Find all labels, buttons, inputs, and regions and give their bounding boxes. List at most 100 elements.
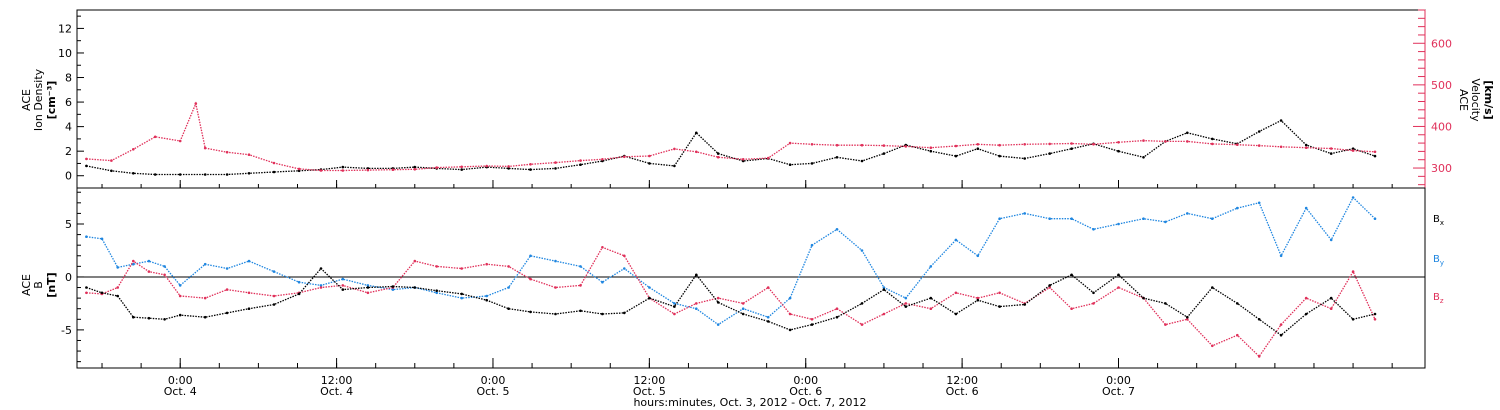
top-series-group [85,101,1377,176]
density-point [1211,137,1214,141]
by-series [85,196,1377,326]
date-tick-label: Oct. 4 [320,385,353,398]
velocity-point [1023,143,1026,146]
bz-point [1257,355,1261,358]
density-point [225,173,229,176]
density-point [1142,156,1145,159]
bx-point [1329,296,1333,300]
bx-point [163,318,166,321]
by-trace [86,196,1376,326]
time-tick-label: 12:00 [634,374,666,387]
bx-point [623,311,626,315]
velocity-axis-label-line1: ACE [1457,89,1470,111]
bx-point [1142,296,1145,300]
velocity-point [319,169,323,172]
bx-point [485,298,489,302]
b-axis-label-line3: [nT] [45,272,58,297]
density-point [882,152,886,155]
density-point [673,164,676,168]
bx-point [929,296,933,300]
velocity-axis: 300 400 500 600 [1413,9,1452,188]
bz-point [225,288,229,291]
b-field-axis: -5 0 5 [61,191,84,363]
velocity-point [297,167,301,171]
by-point [554,259,557,263]
b-axis-label-line1: ACE [20,274,33,296]
by-point [341,277,345,281]
b-axis-label-line2: B [32,281,45,289]
velocity-point [1070,142,1073,145]
density-trace [86,119,1376,176]
bz-point [788,312,792,316]
bz-point [601,246,604,249]
bz-point [507,265,510,268]
velocity-point [716,155,720,159]
by-point [695,307,698,311]
time-tick-label: 0:00 [1106,374,1131,387]
density-axis-label-line1: ACE [20,89,33,111]
by-point [1070,217,1073,220]
bz-point [485,262,489,266]
by-point [1257,201,1261,205]
bx-point [413,286,417,289]
bx-point [435,289,439,293]
velocity-point [904,145,908,148]
bx-point [178,313,182,317]
velocity-point [1279,145,1283,149]
by-point [1164,220,1167,224]
velocity-point [110,159,113,162]
bz-point [163,273,166,277]
top-panel: 0 2 4 6 8 10 12 300 400 500 600 ACE Ion Density [… [20,9,1495,189]
velocity-point [929,146,933,149]
bx-point [319,267,323,270]
by-point [741,307,745,311]
bz-point [116,286,119,289]
velocity-tick-label: 600 [1431,37,1452,50]
density-point [178,173,182,176]
by-point [1142,217,1145,220]
velocity-point [741,158,745,161]
bx-point [1048,284,1051,287]
bottom-series-group [85,196,1377,358]
velocity-point [247,153,251,156]
b-tick-label: 0 [65,271,72,284]
by-point [766,315,770,319]
velocity-point [1164,140,1167,143]
velocity-point [788,141,792,145]
bx-point [1373,312,1377,316]
bx-point [648,296,651,300]
bz-point [147,270,151,273]
bx-point [147,316,151,320]
bz-point [529,277,532,281]
legend-bz: Bz [1433,292,1444,305]
legend-bz-label: B [1433,292,1440,303]
by-point [1048,217,1051,220]
velocity-point [976,143,980,146]
bx-point [601,312,604,316]
bz-point [835,307,839,311]
velocity-point [1304,146,1308,149]
velocity-point [203,146,207,150]
density-point [1048,152,1051,155]
density-point [1023,157,1026,160]
by-point [529,254,532,258]
bz-point [554,286,557,289]
bz-point [1279,323,1283,326]
time-tick-label: 12:00 [321,374,353,387]
date-tick-label: Oct. 5 [476,385,509,398]
velocity-point [1373,150,1377,154]
bx-point [460,292,464,296]
bx-point [391,285,395,288]
b-tick-label: -5 [61,324,72,337]
velocity-point [1048,142,1051,146]
density-axis-label-line2: Ion Density [32,68,45,131]
velocity-point [695,150,698,154]
bz-point [810,318,814,321]
bz-point [178,294,182,298]
velocity-point [998,143,1001,147]
bx-point [225,311,229,315]
bx-point [116,294,119,298]
velocity-tick-label: 400 [1431,120,1452,133]
by-point [1304,206,1308,210]
bz-point [247,291,251,295]
